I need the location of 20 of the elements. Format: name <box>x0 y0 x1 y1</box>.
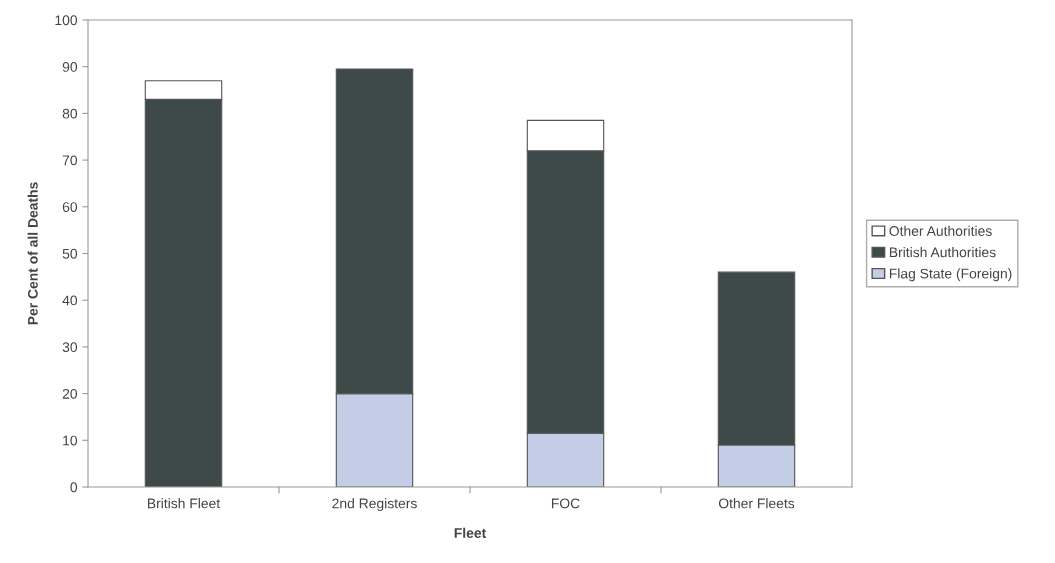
y-tick-label: 90 <box>62 62 78 72</box>
y-tick-label: 40 <box>62 295 78 306</box>
x-tick-label: FOC <box>551 498 580 509</box>
x-tick-label: 2nd Registers <box>332 498 417 512</box>
y-tick-label: 10 <box>63 435 78 446</box>
x-tick-label: Other Fleets <box>718 498 795 509</box>
legend-label: Flag State (Foreign) <box>889 268 1012 282</box>
y-tick-label: 60 <box>62 202 78 212</box>
legend-label: British Authorities <box>889 247 996 258</box>
y-tick-label: 20 <box>62 388 78 399</box>
y-axis-title: Per Cent of all Deaths <box>27 182 38 325</box>
y-tick-label: 100 <box>55 15 78 26</box>
y-tick-label: 70 <box>62 155 78 166</box>
x-axis-title: Fleet <box>454 527 487 538</box>
x-tick-label: British Fleet <box>147 498 221 509</box>
legend-label: Other Authorities <box>889 225 992 236</box>
y-tick-label: 80 <box>62 108 78 119</box>
y-tick-label: 0 <box>70 482 78 493</box>
y-tick-label: 30 <box>62 342 78 353</box>
y-tick-label: 50 <box>62 248 78 259</box>
